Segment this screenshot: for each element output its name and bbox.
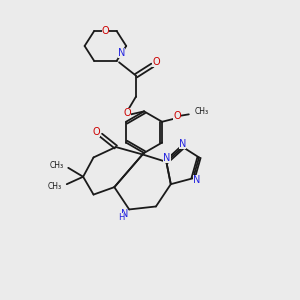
Text: N: N: [118, 48, 125, 59]
Text: N: N: [163, 153, 171, 163]
Text: CH₃: CH₃: [50, 161, 64, 170]
Text: O: O: [173, 111, 181, 121]
Text: O: O: [102, 26, 109, 36]
Text: O: O: [93, 127, 100, 136]
Text: N: N: [193, 175, 200, 185]
Text: N: N: [179, 139, 186, 149]
Text: CH₃: CH₃: [195, 107, 209, 116]
Text: H: H: [118, 213, 124, 222]
Text: CH₃: CH₃: [48, 182, 62, 191]
Text: O: O: [152, 57, 160, 67]
Text: O: O: [123, 108, 131, 118]
Text: N: N: [121, 209, 128, 219]
